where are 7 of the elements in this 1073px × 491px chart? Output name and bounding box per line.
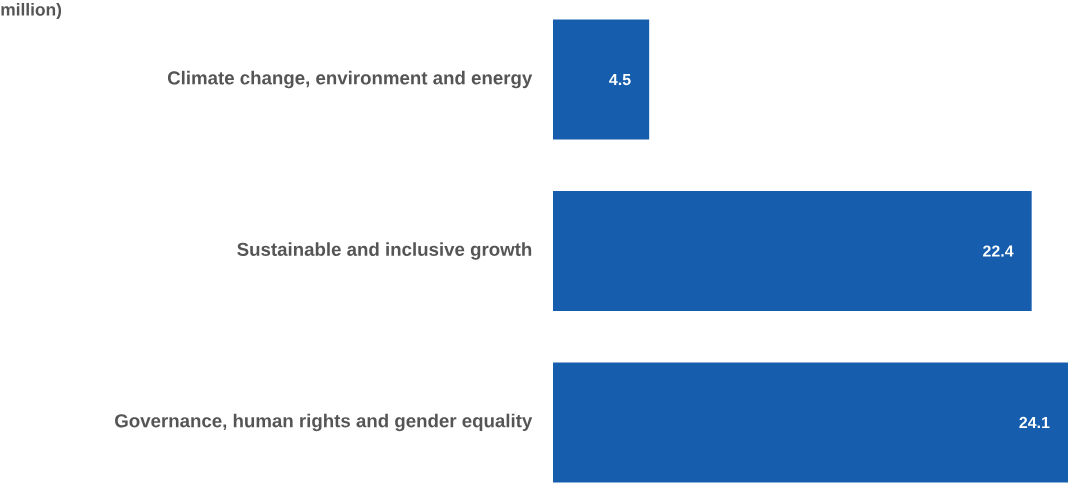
y-tick-label: Governance, human rights and gender equality — [115, 413, 533, 432]
data-label: 4.5 — [609, 74, 631, 86]
y-tick-label: Sustainable and inclusive growth — [237, 242, 532, 260]
text: million) — [1, 2, 62, 20]
data-label: 24.1 — [1019, 416, 1050, 429]
y-tick-label: Climate change, environment and energy — [167, 70, 533, 89]
data-label: 22.4 — [983, 245, 1014, 257]
